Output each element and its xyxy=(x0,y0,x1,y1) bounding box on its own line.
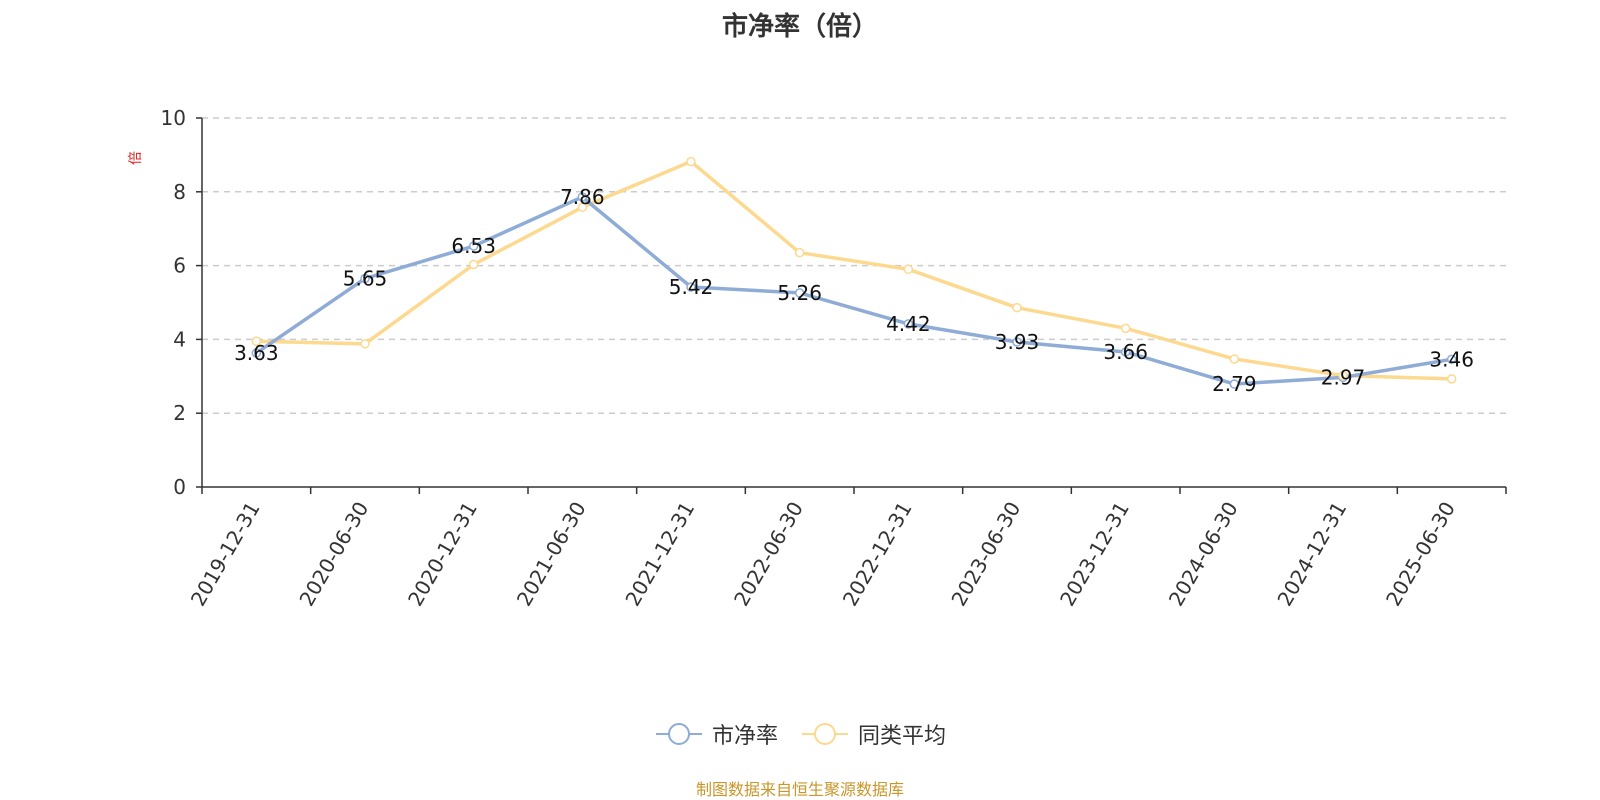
chart-title: 市净率（倍） xyxy=(721,12,878,42)
data-point xyxy=(686,156,696,167)
data-label: 3.93 xyxy=(995,330,1040,354)
data-point xyxy=(794,288,805,298)
data-point xyxy=(251,336,262,346)
data-point xyxy=(468,241,479,251)
data-point xyxy=(1446,374,1457,384)
y-axis-ticks: 0 2 4 6 8 10 xyxy=(161,106,202,499)
x-tick-label: 2023-12-31 xyxy=(1055,498,1134,611)
data-point xyxy=(577,202,588,213)
data-label: 5.65 xyxy=(343,267,388,291)
data-label: 5.26 xyxy=(777,281,822,305)
data-label: 6.53 xyxy=(451,234,496,258)
x-tick-label: 2020-06-30 xyxy=(294,498,373,611)
data-point xyxy=(1229,379,1240,389)
x-tick-label: 2019-12-31 xyxy=(186,498,265,611)
series-points xyxy=(251,156,1457,389)
data-point xyxy=(794,247,805,258)
data-labels: 3.63 5.65 6.53 7.86 5.42 5.26 4.42 3.93 3.66 2.79… xyxy=(234,185,1474,396)
x-tick-label: 2022-12-31 xyxy=(838,497,917,610)
grid-lines xyxy=(202,117,1506,414)
data-label: 2.79 xyxy=(1212,372,1257,396)
data-point xyxy=(686,282,696,292)
x-tick-label: 2020-12-31 xyxy=(403,497,482,610)
legend-item-series-2[interactable]: 同类平均 xyxy=(800,718,946,750)
legend-label-series-1: 市净率 xyxy=(711,724,778,749)
data-point xyxy=(903,319,914,329)
x-axis-ticks: 2019-12-31 2020-06-30 2020-12-31 2021-06-30… xyxy=(186,487,1507,611)
x-tick-label: 2024-12-31 xyxy=(1272,498,1351,611)
y-tick-label: 6 xyxy=(173,254,186,278)
data-point xyxy=(468,259,479,270)
legend-line-icon xyxy=(802,723,848,745)
data-label: 3.46 xyxy=(1429,347,1474,371)
source-note: 制图数据来自恒生聚源数据库 xyxy=(695,780,904,799)
y-tick-label: 2 xyxy=(173,401,186,425)
data-point xyxy=(1338,370,1348,381)
data-point xyxy=(1012,302,1022,313)
data-point xyxy=(1446,354,1457,365)
data-label: 4.42 xyxy=(886,312,931,336)
x-tick-label: 2021-12-31 xyxy=(620,498,699,611)
data-point xyxy=(1120,347,1131,357)
x-tick-label: 2022-06-30 xyxy=(729,498,808,611)
data-label: 2.97 xyxy=(1321,365,1366,389)
y-axis-unit: 倍 xyxy=(128,151,144,165)
series-line xyxy=(256,159,1452,381)
legend[interactable]: 市净率 同类平均 xyxy=(0,718,1600,750)
axes xyxy=(201,118,1506,488)
data-point xyxy=(251,348,262,358)
y-tick-label: 4 xyxy=(173,327,186,351)
y-tick-label: 0 xyxy=(173,475,186,499)
data-point xyxy=(1229,354,1240,364)
y-tick-label: 8 xyxy=(173,180,186,204)
data-point xyxy=(1012,337,1022,347)
y-tick-label: 10 xyxy=(161,106,186,130)
x-tick-label: 2021-06-30 xyxy=(512,498,591,611)
data-point xyxy=(1120,323,1131,334)
legend-label-series-2: 同类平均 xyxy=(858,724,947,749)
series-line xyxy=(255,195,1452,386)
x-tick-label: 2025-06-30 xyxy=(1381,498,1460,611)
data-label: 5.42 xyxy=(669,275,714,299)
data-point xyxy=(577,192,588,202)
x-tick-label: 2024-06-30 xyxy=(1164,498,1243,611)
series-lines xyxy=(255,159,1452,386)
x-tick-label: 2023-06-30 xyxy=(946,498,1025,611)
data-point xyxy=(360,273,370,284)
data-point xyxy=(360,339,370,349)
legend-line-icon xyxy=(655,723,702,745)
data-point xyxy=(903,264,914,275)
data-label: 3.63 xyxy=(234,341,279,365)
data-label: 3.66 xyxy=(1103,340,1148,364)
data-label: 7.86 xyxy=(560,185,605,209)
legend-item-series-1[interactable]: 市净率 xyxy=(654,718,778,750)
